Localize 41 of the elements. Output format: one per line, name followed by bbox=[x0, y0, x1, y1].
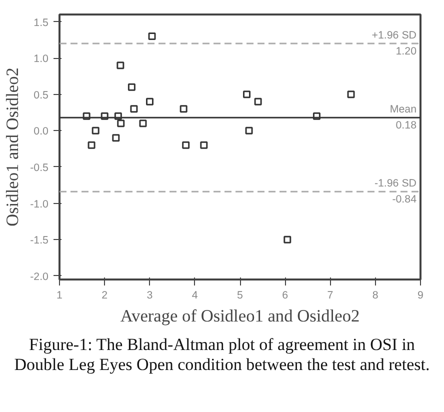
point bbox=[88, 141, 96, 149]
point bbox=[182, 141, 190, 149]
point bbox=[243, 90, 251, 98]
point bbox=[128, 83, 136, 91]
point bbox=[200, 141, 208, 149]
y-tick-label: -2.0 bbox=[30, 270, 49, 283]
y-tick-label: 1.5 bbox=[34, 16, 49, 29]
point bbox=[139, 120, 147, 128]
x-tick-label: 3 bbox=[146, 290, 153, 302]
y-tick-label: 0.0 bbox=[34, 126, 49, 138]
y-tick-label: -1.5 bbox=[30, 234, 49, 247]
y-tick-label: -0.5 bbox=[30, 162, 49, 174]
y-tick-label: 0.5 bbox=[34, 89, 49, 102]
point bbox=[117, 120, 125, 128]
ref-line-label: Mean 0.18 bbox=[390, 104, 417, 132]
y-tick-label: -1.0 bbox=[30, 198, 49, 210]
point bbox=[92, 126, 100, 134]
point bbox=[146, 98, 154, 106]
point bbox=[112, 134, 120, 142]
x-tick-label: 6 bbox=[282, 290, 288, 302]
x-tick-label: 8 bbox=[372, 290, 378, 302]
x-tick-label: 2 bbox=[102, 290, 108, 302]
text: Figure-1: The Bland-Altman plot of agreement in OSI in Double Leg Eyes Open condition between the test and retest. bbox=[13, 335, 431, 376]
point bbox=[148, 32, 156, 40]
point bbox=[254, 98, 262, 106]
point bbox=[245, 126, 253, 134]
point bbox=[347, 90, 355, 98]
x-axis-title: Average of Osidleo1 and Osidleo2 bbox=[120, 306, 360, 326]
ref-line-label: +1.96 SD 1.20 bbox=[372, 30, 417, 58]
x-tick-label: 5 bbox=[237, 290, 244, 302]
x-tick-label: 1 bbox=[56, 290, 63, 302]
x-tick-label: 9 bbox=[418, 290, 424, 302]
point bbox=[116, 62, 124, 70]
x-tick-label: 4 bbox=[192, 290, 198, 302]
ref-line-label: -1.96 SD -0.84 bbox=[374, 178, 417, 206]
point bbox=[130, 105, 138, 113]
y-axis-title: Osidleo1 and Osidleo2 bbox=[3, 68, 22, 226]
y-tick-label: 1.0 bbox=[34, 53, 49, 66]
point bbox=[180, 105, 188, 113]
point bbox=[284, 236, 292, 244]
x-tick-label: 7 bbox=[327, 290, 334, 302]
